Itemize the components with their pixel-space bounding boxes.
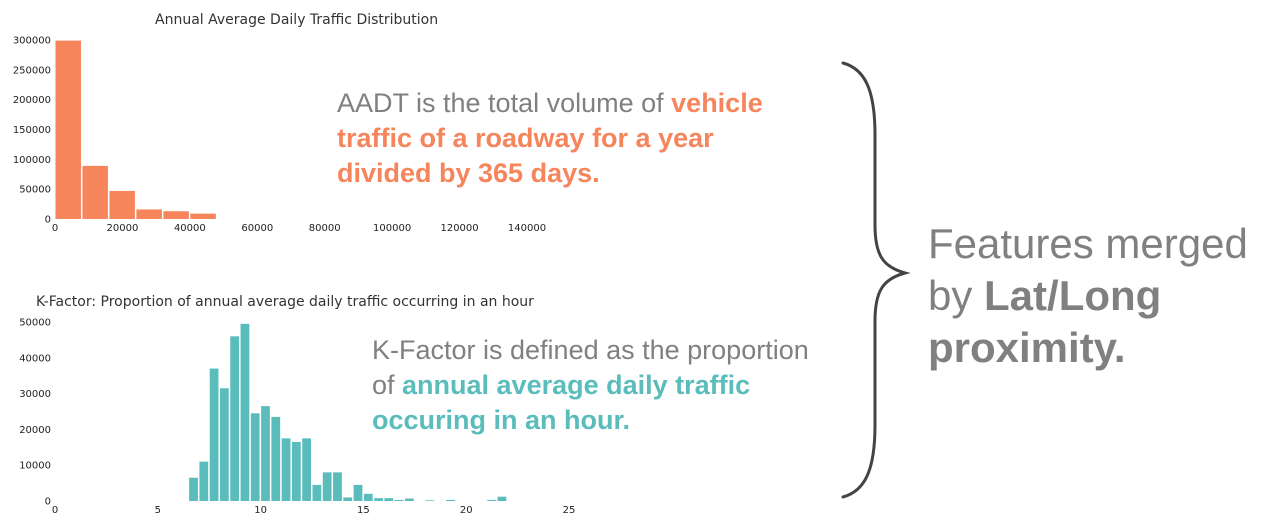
kfactor-description-plain-2: of (372, 370, 403, 400)
histogram-bar (219, 388, 229, 501)
histogram-bar (261, 406, 270, 501)
x-tick-label: 60000 (241, 223, 273, 234)
histogram-bar (322, 472, 332, 501)
kfactor-description-highlight-1: annual average daily traffic (402, 370, 751, 400)
y-tick-label: 0 (45, 497, 51, 508)
kfactor-description-line-2: of annual average daily traffic (372, 368, 809, 403)
histogram-bar (250, 413, 260, 501)
features-line-2: by Lat/Long (928, 270, 1248, 322)
histogram-bar (497, 496, 507, 501)
histogram-bar (209, 368, 219, 501)
histogram-bar (353, 484, 363, 501)
x-tick-label: 80000 (309, 223, 341, 234)
x-tick-label: 0 (52, 505, 58, 516)
y-tick-label: 250000 (13, 65, 51, 76)
y-tick-label: 300000 (13, 36, 51, 47)
histogram-bar (425, 500, 435, 501)
aadt-description-line-1: AADT is the total volume of vehicle (337, 86, 763, 121)
x-tick-label: 15 (357, 505, 370, 516)
aadt-description-plain: AADT is the total volume of (337, 88, 672, 118)
histogram-bar (82, 165, 108, 219)
aadt-chart-title: Annual Average Daily Traffic Distributio… (155, 12, 439, 28)
histogram-bar (199, 461, 209, 501)
kfactor-description-highlight-2: occuring in an hour. (372, 405, 631, 435)
y-tick-label: 20000 (19, 425, 51, 436)
histogram-bar (190, 213, 216, 219)
histogram-bar (189, 477, 198, 501)
aadt-description-highlight-1: vehicle (671, 88, 763, 118)
y-tick-label: 150000 (13, 125, 51, 136)
x-tick-label: 40000 (174, 223, 206, 234)
kfactor-description: K-Factor is defined as the proportion of… (372, 333, 809, 438)
histogram-bar (271, 416, 281, 501)
x-tick-label: 10 (254, 505, 267, 516)
histogram-bar (291, 441, 301, 501)
y-tick-label: 0 (45, 215, 51, 226)
y-tick-label: 100000 (13, 155, 51, 166)
aadt-description-highlight-3: divided by 365 days. (337, 158, 600, 188)
x-tick-label: 120000 (440, 223, 478, 234)
y-tick-label: 50000 (19, 318, 51, 329)
histogram-bar (343, 497, 353, 501)
features-line-1: Features merged (928, 220, 1248, 267)
y-tick-label: 50000 (19, 185, 51, 196)
features-merged-note: Features merged by Lat/Long proximity. (928, 218, 1248, 374)
features-line-2-bold: Lat/Long (984, 272, 1162, 319)
histogram-bar (55, 40, 81, 220)
x-tick-label: 0 (52, 223, 58, 234)
kfactor-chart-title: K-Factor: Proportion of annual average d… (36, 294, 534, 310)
y-tick-label: 200000 (13, 95, 51, 106)
x-tick-label: 140000 (508, 223, 546, 234)
histogram-bar (109, 190, 135, 219)
histogram-bar (405, 498, 414, 501)
histogram-bar (333, 472, 342, 501)
histogram-bar (394, 499, 404, 501)
kfactor-description-line-1: K-Factor is defined as the proportion (372, 335, 809, 365)
y-tick-label: 30000 (19, 389, 51, 400)
aadt-description-highlight-2: traffic of a roadway for a year (337, 123, 714, 153)
features-line-2-plain: by (928, 272, 985, 319)
histogram-bar (446, 499, 455, 501)
x-tick-label: 100000 (373, 223, 411, 234)
histogram-bar (312, 484, 322, 501)
histogram-bar (374, 498, 383, 501)
curly-brace-icon (841, 61, 911, 499)
y-tick-label: 40000 (19, 353, 51, 364)
histogram-bar (136, 209, 162, 219)
histogram-bar (302, 438, 311, 501)
y-tick-label: 10000 (19, 461, 51, 472)
x-tick-label: 20000 (107, 223, 139, 234)
histogram-bar (240, 323, 250, 501)
x-tick-label: 25 (563, 505, 576, 516)
aadt-description: AADT is the total volume of vehicle traf… (337, 86, 763, 191)
histogram-bar (163, 211, 189, 219)
kfactor-histogram: 0 5 10 15 20 25 0 10000 20000 30000 40000 50000 (19, 318, 575, 517)
histogram-bar (384, 498, 394, 501)
histogram-bar (230, 336, 240, 501)
x-tick-label: 20 (460, 505, 473, 516)
histogram-bar (487, 499, 497, 501)
aadt-histogram: 0 20000 40000 60000 80000 100000 120000 140000 0… (13, 36, 546, 235)
x-tick-label: 5 (155, 505, 161, 516)
features-line-3: proximity. (928, 324, 1126, 371)
histogram-bar (281, 438, 291, 501)
histogram-bar (363, 493, 373, 501)
